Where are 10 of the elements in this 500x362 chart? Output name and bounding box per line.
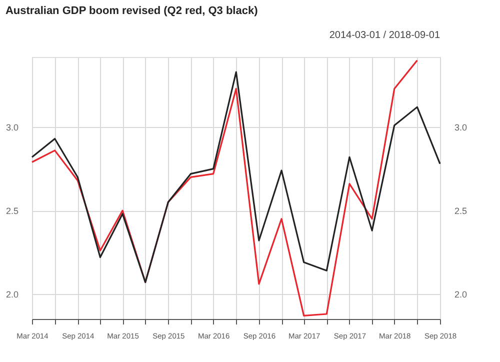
- chart-subtitle: 2014-03-01 / 2018-09-01: [329, 30, 440, 41]
- y2-tick-label: 2.0: [454, 289, 468, 300]
- y-tick-label: 2.5: [6, 206, 18, 216]
- y-tick-label: 3.0: [6, 122, 18, 133]
- chart-title: Australian GDP boom revised (Q2 red, Q3 black): [5, 5, 258, 17]
- line-series: [31, 60, 418, 316]
- y2-tick-label: 3.0: [454, 122, 468, 133]
- y-tick-label: 2.0: [6, 289, 18, 300]
- line-series: [31, 71, 441, 284]
- y2-tick-label: 2.5: [454, 206, 468, 216]
